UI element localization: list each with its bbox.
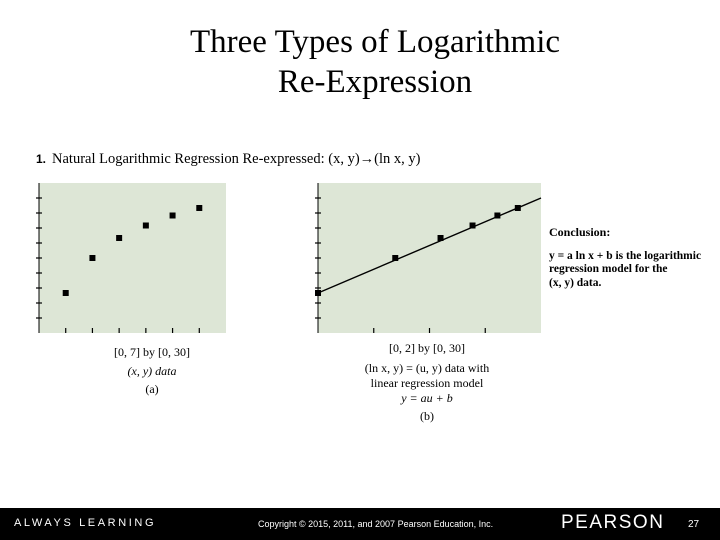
heading-text: Natural Logarithmic Regression Re-expres… bbox=[52, 151, 421, 167]
plot-b-data-point bbox=[494, 212, 501, 219]
plot-a-label: (a) bbox=[145, 382, 159, 396]
always-learning-text: ALWAYS LEARNING bbox=[14, 517, 157, 529]
plot-a-background bbox=[39, 183, 226, 333]
conclusion-heading: Conclusion: bbox=[549, 225, 611, 239]
plot-a-data-point bbox=[196, 205, 203, 211]
conclusion-line1: y = a ln x + b is the logarithmic bbox=[549, 249, 702, 262]
plot-a-window: [0, 7] by [0, 30] bbox=[114, 345, 190, 359]
plot-a-data-point bbox=[116, 235, 123, 241]
plot-a bbox=[36, 183, 226, 333]
plot-b-description-1: (ln x, y) = (u, y) data with bbox=[364, 361, 490, 375]
plot-b-data-point bbox=[514, 205, 521, 211]
plot-a-data-point bbox=[62, 290, 69, 296]
plot-b-data-point bbox=[469, 222, 476, 229]
plot-b-description-2: linear regression model bbox=[370, 376, 484, 390]
conclusion-line3: (x, y) data. bbox=[549, 276, 602, 289]
plot-a-description: (x, y) data bbox=[127, 364, 177, 378]
conclusion-block: Conclusion: y = a ln x + b is the logari… bbox=[549, 225, 719, 290]
plot-a-caption: [0, 7] by [0, 30] (x, y) data (a) bbox=[97, 345, 207, 397]
plot-b bbox=[315, 183, 542, 333]
slide-title-line2: Re-Expression bbox=[277, 64, 473, 100]
slide-title: Three Types of Logarithmic Re-Expression bbox=[100, 22, 650, 102]
plot-b-regression-line bbox=[317, 197, 542, 294]
slide-title-line1: Three Types of Logarithmic bbox=[189, 24, 561, 60]
section-heading: 1. Natural Logarithmic Regression Re-expr… bbox=[36, 151, 420, 168]
pearson-logo: PEARSON bbox=[561, 512, 665, 533]
plot-b-data-point bbox=[437, 235, 444, 241]
plot-b-data-point bbox=[315, 290, 321, 296]
plot-b-label: (b) bbox=[420, 409, 434, 423]
plot-b-data-point bbox=[392, 255, 399, 261]
plot-b-model: y = au + b bbox=[401, 391, 453, 405]
plot-a-data-point bbox=[89, 255, 96, 261]
footer-bar: ALWAYS LEARNING Copyright © 2015, 2011, … bbox=[0, 508, 720, 540]
page-number: 27 bbox=[688, 519, 700, 530]
conclusion-line2: regression model for the bbox=[549, 263, 668, 275]
plot-b-window: [0, 2] by [0, 30] bbox=[389, 341, 465, 355]
plot-a-data-point bbox=[169, 212, 176, 219]
copyright-text: Copyright © 2015, 2011, and 2007 Pearson… bbox=[258, 519, 494, 529]
plot-b-caption: [0, 2] by [0, 30] (ln x, y) = (u, y) dat… bbox=[352, 341, 502, 424]
plot-a-data-point bbox=[142, 222, 149, 229]
heading-number: 1. bbox=[36, 152, 47, 166]
plot-b-background bbox=[318, 183, 541, 333]
